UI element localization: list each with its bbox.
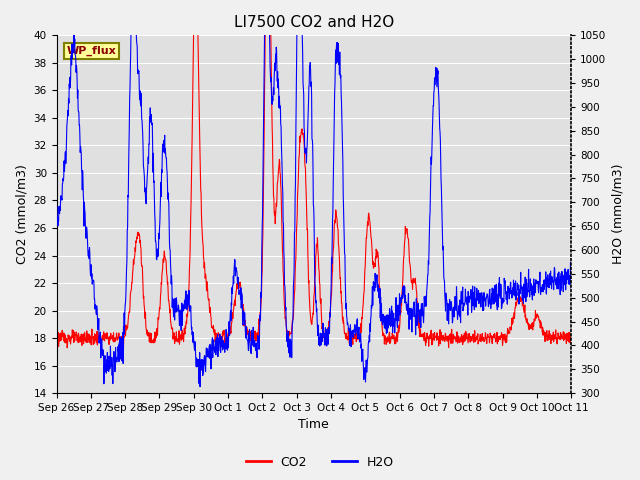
Y-axis label: H2O (mmol/m3): H2O (mmol/m3)	[612, 164, 625, 264]
CO2	[113, 337, 121, 343]
H2O	[272, 51, 280, 57]
H2O	[196, 384, 204, 390]
CO2	[272, 212, 280, 218]
Line: H2O: H2O	[56, 31, 571, 387]
CO2	[120, 345, 127, 351]
H2O	[282, 324, 290, 329]
X-axis label: Time: Time	[298, 419, 329, 432]
H2O	[127, 28, 135, 34]
H2O	[346, 329, 354, 335]
H2O	[52, 206, 60, 212]
H2O	[292, 180, 300, 185]
CO2	[346, 339, 354, 345]
CO2	[567, 329, 575, 335]
Title: LI7500 CO2 and H2O: LI7500 CO2 and H2O	[234, 15, 394, 30]
CO2	[52, 339, 60, 345]
Text: WP_flux: WP_flux	[67, 46, 116, 56]
CO2	[292, 260, 300, 265]
CO2	[282, 321, 290, 326]
CO2	[190, 5, 198, 11]
Y-axis label: CO2 (mmol/m3): CO2 (mmol/m3)	[15, 164, 28, 264]
H2O	[93, 312, 100, 317]
Line: CO2: CO2	[56, 8, 571, 348]
CO2	[93, 340, 100, 346]
H2O	[113, 355, 121, 361]
H2O	[567, 286, 575, 291]
Legend: CO2, H2O: CO2, H2O	[241, 451, 399, 474]
